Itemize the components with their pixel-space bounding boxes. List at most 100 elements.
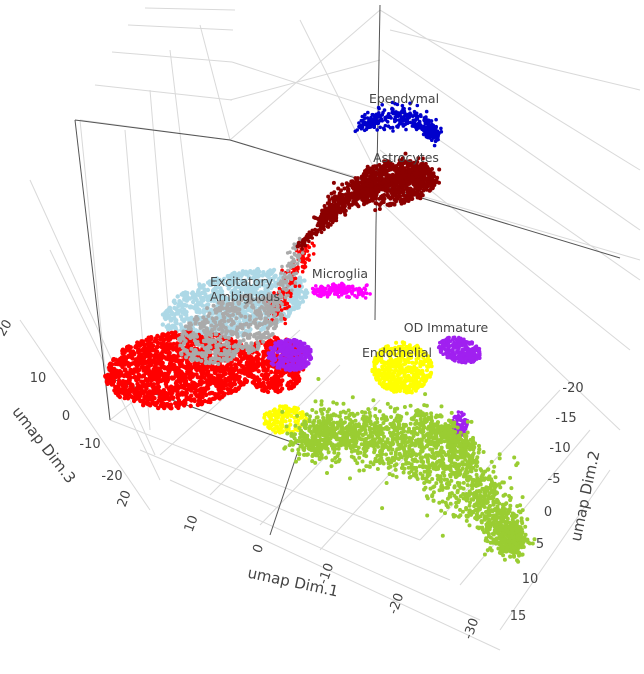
data-point: [233, 305, 238, 310]
data-point: [295, 262, 300, 266]
data-point: [247, 284, 252, 289]
data-point: [237, 307, 242, 312]
data-point: [412, 171, 417, 176]
data-point: [164, 403, 169, 408]
grid-line: [19, 319, 151, 511]
data-point: [211, 303, 216, 308]
data-point: [171, 395, 176, 400]
data-point: [373, 208, 378, 213]
data-point: [427, 181, 431, 186]
data-point: [383, 183, 388, 187]
data-point: [137, 373, 142, 378]
data-point: [258, 290, 263, 295]
data-point: [272, 320, 277, 324]
data-point: [184, 312, 189, 318]
data-point: [382, 127, 387, 132]
grid-line: [109, 419, 421, 541]
data-point: [343, 195, 348, 200]
data-point: [427, 188, 432, 193]
data-point: [303, 246, 308, 251]
data-point: [153, 388, 158, 394]
grid-line: [377, 199, 621, 431]
data-point: [401, 180, 406, 185]
data-point: [225, 308, 230, 313]
data-point: [268, 323, 273, 328]
data-point: [125, 394, 130, 399]
data-point: [419, 192, 424, 197]
data-point: [371, 171, 376, 176]
data-point: [334, 218, 339, 223]
data-point: [322, 204, 327, 208]
data-point: [202, 288, 207, 293]
data-point: [263, 287, 268, 292]
data-point: [292, 259, 297, 264]
data-point: [396, 186, 401, 191]
data-point: [219, 386, 224, 391]
data-point: [395, 180, 400, 185]
data-point: [248, 356, 253, 361]
data-point: [213, 276, 219, 282]
data-point: [178, 343, 183, 348]
data-point: [195, 340, 200, 344]
data-point: [244, 288, 249, 293]
data-point: [201, 386, 206, 391]
data-point: [403, 111, 407, 116]
data-point: [210, 356, 215, 361]
data-point: [270, 332, 274, 337]
data-point: [256, 279, 261, 284]
data-point: [268, 268, 273, 273]
data-point: [156, 383, 161, 389]
data-point: [224, 331, 229, 336]
data-point: [264, 319, 269, 323]
data-point: [193, 303, 199, 308]
data-point: [184, 348, 189, 353]
data-point: [366, 110, 370, 115]
data-point: [363, 190, 368, 195]
data-point: [283, 317, 287, 322]
data-point: [214, 368, 219, 374]
data-point: [132, 375, 137, 380]
data-point: [325, 224, 330, 229]
data-point: [297, 275, 303, 280]
data-point: [212, 381, 217, 386]
data-point: [147, 382, 152, 387]
data-point: [302, 242, 306, 246]
data-point: [160, 360, 165, 366]
data-point: [199, 364, 205, 369]
data-point: [108, 361, 113, 366]
data-point: [332, 199, 336, 204]
data-point: [246, 275, 252, 280]
data-point: [201, 351, 206, 356]
data-point: [182, 297, 187, 302]
data-point: [414, 127, 419, 132]
data-point: [290, 288, 294, 293]
data-point: [155, 344, 160, 349]
data-point: [391, 184, 396, 189]
data-point: [292, 272, 296, 276]
data-point: [401, 107, 405, 111]
data-point: [367, 198, 371, 203]
data-point: [381, 172, 386, 177]
data-point: [226, 318, 231, 323]
data-point: [148, 336, 154, 342]
data-point: [255, 312, 259, 316]
cluster-points: [351, 159, 439, 208]
data-point: [196, 351, 201, 356]
data-point: [152, 348, 157, 353]
data-point: [246, 270, 251, 275]
data-point: [256, 272, 261, 277]
data-point: [261, 283, 266, 288]
data-point: [203, 339, 208, 344]
data-point: [248, 372, 253, 377]
data-point: [139, 365, 144, 370]
data-point: [417, 171, 422, 176]
data-point: [366, 193, 371, 198]
data-point: [227, 313, 232, 318]
data-point: [159, 335, 164, 340]
data-point: [292, 242, 297, 246]
data-point: [158, 397, 163, 402]
data-point: [368, 176, 373, 181]
data-point: [258, 383, 264, 389]
